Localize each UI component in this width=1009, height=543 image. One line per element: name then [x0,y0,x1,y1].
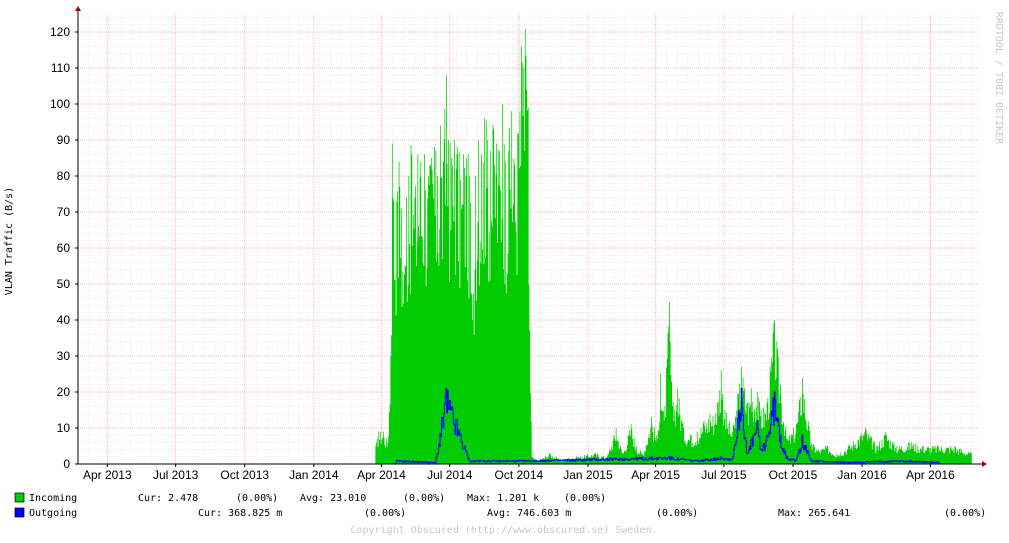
y-tick-label: 40 [57,313,71,327]
y-tick-label: 20 [57,385,71,399]
chart-axes [75,6,987,467]
copyright-footer: Copyright Obscured (http://www.obscured.… [350,525,657,536]
legend-outgoing-cur: Cur: 368.825 m [198,508,282,519]
x-tick-label: Jan 2014 [289,468,339,482]
y-tick-label: 60 [57,241,71,255]
y-tick-label: 80 [57,169,71,183]
legend-outgoing: Outgoing Cur: 368.825 m (0.00%) Avg: 746… [14,507,986,519]
x-tick-label: Jul 2015 [701,468,747,482]
legend-outgoing-cur-pct: (0.00%) [364,508,406,519]
y-axis-label: VLAN Traffic (B/s) [4,187,15,295]
y-tick-label: 110 [51,61,70,75]
x-tick-label: Apr 2016 [906,468,955,482]
legend-outgoing-swatch [14,507,25,518]
x-tick-label: Oct 2013 [220,468,269,482]
x-tick-label: Apr 2015 [631,468,680,482]
y-tick-labels: 0 10 20 30 40 50 60 70 80 90 100 110 120 [50,25,78,471]
incoming-series [375,28,972,465]
legend-outgoing-max-pct: (0.00%) [944,508,986,519]
y-tick-label: 10 [57,421,71,435]
outgoing-area [395,387,940,465]
legend-incoming-cur-pct: (0.00%) [236,493,278,504]
legend-incoming: Incoming Cur: 2.478 (0.00%) Avg: 23.010 … [14,492,606,504]
y-tick-label: 100 [50,97,70,111]
legend-incoming-max-pct: (0.00%) [564,493,606,504]
legend-incoming-cur: Cur: 2.478 [138,493,198,504]
incoming-area [375,28,972,465]
y-tick-label: 90 [57,133,71,147]
y-tick-label: 0 [63,457,70,471]
legend-incoming-name: Incoming [29,493,77,504]
x-tick-label: Jul 2014 [427,468,473,482]
legend-outgoing-avg-pct: (0.00%) [656,508,698,519]
legend-outgoing-avg: Avg: 746.603 m [487,508,571,519]
rrdtool-watermark: RRDTOOL / TOBI OETIKER [993,12,1004,145]
x-tick-label: Oct 2014 [495,468,544,482]
x-tick-labels: Apr 2013 Jul 2013 Oct 2013 Jan 2014 Apr 2014… [83,464,955,482]
legend-incoming-avg-pct: (0.00%) [403,493,445,504]
legend-incoming-swatch [14,492,25,503]
y-tick-label: 50 [57,277,71,291]
y-tick-label: 70 [57,205,71,219]
legend-outgoing-name: Outgoing [29,508,77,519]
x-tick-label: Oct 2015 [769,468,818,482]
y-axis-arrow [75,6,81,11]
x-tick-label: Jan 2015 [563,468,613,482]
legend-incoming-max: Max: 1.201 k [467,493,539,504]
x-tick-label: Apr 2013 [83,468,132,482]
outgoing-series [395,387,940,465]
legend-outgoing-max: Max: 265.641 [778,508,850,519]
y-tick-label: 120 [50,25,70,39]
x-tick-label: Jan 2016 [837,468,887,482]
y-tick-label: 30 [57,349,71,363]
x-tick-label: Apr 2014 [357,468,406,482]
x-tick-label: Jul 2013 [153,468,199,482]
legend-incoming-avg: Avg: 23.010 [300,493,366,504]
x-axis-arrow [982,461,987,467]
